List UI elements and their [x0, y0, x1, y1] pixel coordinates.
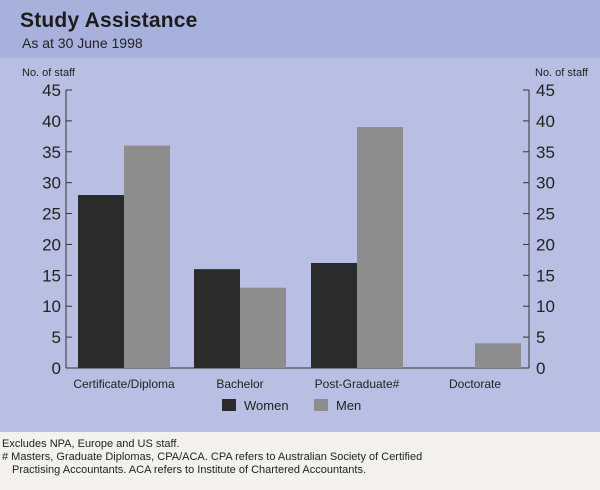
x-category-label: Certificate/Diploma [73, 377, 175, 391]
chart-notes: Excludes NPA, Europe and US staff. # Mas… [2, 438, 598, 477]
bar-men-3 [357, 127, 403, 368]
y-tick-label-right: 45 [536, 81, 555, 100]
chart-figure: Study Assistance As at 30 June 1998 No. … [0, 0, 600, 432]
bar-chart: No. of staff No. of staff 0 0 5 5 10 10 15 15 20 20… [22, 67, 589, 413]
chart-header: Study Assistance As at 30 June 1998 [0, 0, 600, 58]
y-tick-label-left: 5 [52, 328, 61, 347]
y-tick-label-right: 35 [536, 143, 555, 162]
y-tick-label-right: 25 [536, 205, 555, 224]
y-axis-label-left: No. of staff [22, 67, 76, 79]
legend-swatch-women [222, 399, 236, 411]
y-tick-label-right: 15 [536, 266, 555, 285]
y-tick-label-left: 25 [42, 205, 61, 224]
bar-women-2 [194, 269, 240, 368]
y-tick-label-right: 10 [536, 297, 555, 316]
x-category-label: Post-Graduate# [315, 377, 400, 391]
legend-swatch-men [314, 399, 328, 411]
bar-men-2 [240, 287, 286, 368]
x-category-label: Bachelor [216, 377, 263, 391]
y-tick-label-right: 0 [536, 359, 545, 378]
y-tick-label-right: 5 [536, 328, 545, 347]
bar-men-4 [475, 343, 521, 368]
bar-men-1 [124, 145, 170, 368]
y-tick-label-left: 30 [42, 174, 61, 193]
y-tick-label-left: 10 [42, 297, 61, 316]
y-tick-label-right: 40 [536, 112, 555, 131]
y-tick-label-left: 45 [42, 81, 61, 100]
x-category-label: Doctorate [449, 377, 501, 391]
note-postgraduate-definition-cont: Practising Accountants. ACA refers to In… [12, 464, 367, 476]
chart-title: Study Assistance [20, 9, 198, 32]
y-tick-label-left: 0 [52, 359, 61, 378]
bar-women-1 [78, 195, 124, 368]
legend-label-women: Women [244, 398, 289, 413]
y-tick-label-left: 15 [42, 266, 61, 285]
note-postgraduate-definition: # Masters, Graduate Diplomas, CPA/ACA. C… [2, 451, 423, 463]
bar-women-3 [311, 262, 357, 368]
y-tick-label-right: 20 [536, 235, 555, 254]
y-tick-label-left: 20 [42, 235, 61, 254]
chart-subtitle: As at 30 June 1998 [22, 35, 143, 51]
y-tick-label-right: 30 [536, 174, 555, 193]
y-tick-label-left: 40 [42, 112, 61, 131]
y-tick-label-left: 35 [42, 143, 61, 162]
note-exclusions: Excludes NPA, Europe and US staff. [2, 438, 180, 450]
legend-label-men: Men [336, 398, 361, 413]
y-axis-label-right: No. of staff [535, 67, 589, 79]
